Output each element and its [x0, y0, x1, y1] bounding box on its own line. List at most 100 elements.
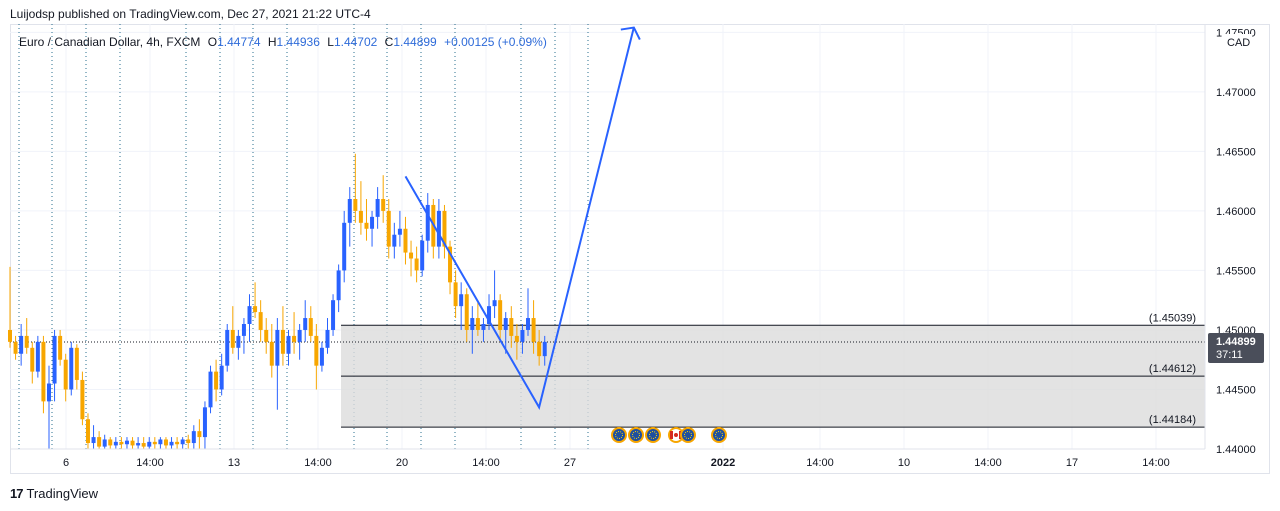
candle	[158, 437, 163, 449]
candle-body	[526, 318, 531, 330]
candle-body	[314, 335, 319, 366]
candle-body	[85, 419, 90, 444]
candle-body	[336, 270, 341, 301]
low-label: L	[327, 35, 334, 49]
candle	[347, 187, 352, 247]
flag-bg	[647, 429, 659, 441]
candle	[286, 329, 291, 366]
time-tick-label: 10	[898, 457, 910, 469]
candle	[8, 266, 12, 348]
candle-body	[175, 441, 180, 445]
candle-body	[514, 335, 519, 342]
candle-body	[397, 228, 402, 235]
candle	[280, 306, 285, 366]
candle	[24, 318, 29, 354]
candle-body	[253, 306, 258, 313]
candle-body	[370, 216, 375, 229]
candle-body	[91, 437, 96, 444]
flag-band	[670, 431, 673, 439]
time-tick-label: 27	[564, 457, 576, 469]
candle-body	[63, 359, 68, 390]
candle-body	[147, 441, 152, 447]
projection-line	[404, 27, 635, 410]
candle-body	[74, 347, 79, 380]
candle	[236, 329, 241, 360]
time-tick-label: 14:00	[806, 457, 834, 469]
candle	[214, 359, 219, 402]
candle	[147, 437, 152, 449]
candle-body	[487, 306, 492, 324]
eu-flag-icon[interactable]	[711, 427, 727, 443]
candle	[425, 193, 430, 253]
candle-body	[269, 341, 274, 366]
candle	[375, 187, 380, 229]
candle-body	[297, 329, 302, 342]
close-value: 1.44899	[393, 35, 437, 49]
candle-body	[19, 335, 24, 354]
candle	[119, 437, 124, 449]
candle	[531, 300, 536, 354]
candle	[353, 153, 358, 223]
close-label: C	[384, 35, 394, 49]
candle	[520, 324, 525, 354]
candle-body	[119, 441, 124, 445]
candle	[442, 204, 447, 259]
economic-events	[611, 427, 727, 443]
candle-body	[503, 318, 508, 330]
price-tick-label: 1.46000	[1216, 206, 1256, 218]
candle	[136, 437, 141, 449]
candle-body	[141, 443, 146, 447]
time-tick-label: 2022	[711, 457, 735, 469]
candle	[141, 437, 146, 449]
candle	[152, 437, 157, 449]
candle-body	[197, 431, 202, 438]
candle-body	[464, 294, 469, 330]
candle	[308, 306, 313, 342]
candle	[108, 437, 113, 449]
candle	[526, 288, 531, 336]
chart-frame	[10, 24, 1270, 474]
candle	[364, 199, 369, 241]
time-axis: 6 14:00 13 14:00 20 14:00 27 2022 14:00 10 14:00 17…	[10, 448, 1205, 469]
candle-body	[342, 222, 347, 271]
candle-body	[436, 210, 441, 247]
candle-body	[41, 341, 46, 402]
candle-body	[531, 318, 536, 342]
eu-flag-icon[interactable]	[645, 427, 661, 443]
flag-stars	[615, 431, 623, 439]
eu-flag-icon[interactable]	[611, 427, 627, 443]
open-label: O	[207, 35, 218, 49]
candle-body	[358, 210, 363, 223]
candle	[475, 300, 480, 336]
candle-body	[425, 204, 430, 241]
candle	[46, 365, 51, 449]
candle-body	[420, 240, 425, 271]
eu-flag-icon[interactable]	[680, 427, 696, 443]
price-axis: 1.475001.470001.465001.460001.455001.450…	[1204, 24, 1264, 456]
high-value: 1.44936	[276, 35, 320, 49]
candle-body	[169, 441, 174, 446]
candle-body	[442, 210, 447, 247]
candle-body	[108, 439, 113, 446]
time-tick-label: 14:00	[136, 457, 164, 469]
candle-body	[58, 335, 63, 360]
time-tick-label: 20	[396, 457, 408, 469]
candle	[487, 294, 492, 330]
tradingview-logo[interactable]: 17 TradingView	[10, 486, 98, 501]
candle	[481, 318, 486, 342]
candle-body	[475, 318, 480, 330]
candle	[370, 210, 375, 247]
candle-body	[247, 306, 252, 324]
candle	[202, 401, 207, 449]
tradingview-logo-text: TradingView	[26, 486, 99, 501]
symbol-legend: Euro / Canadian Dollar, 4h, FXCM O1.4477…	[19, 35, 547, 49]
candle-body	[275, 329, 280, 366]
candle-body	[30, 347, 35, 372]
candle-body	[303, 318, 308, 330]
candle-body	[130, 440, 135, 446]
candle-body	[152, 441, 157, 445]
eu-flag-icon[interactable]	[628, 427, 644, 443]
candle	[331, 294, 336, 336]
candle	[409, 240, 414, 277]
